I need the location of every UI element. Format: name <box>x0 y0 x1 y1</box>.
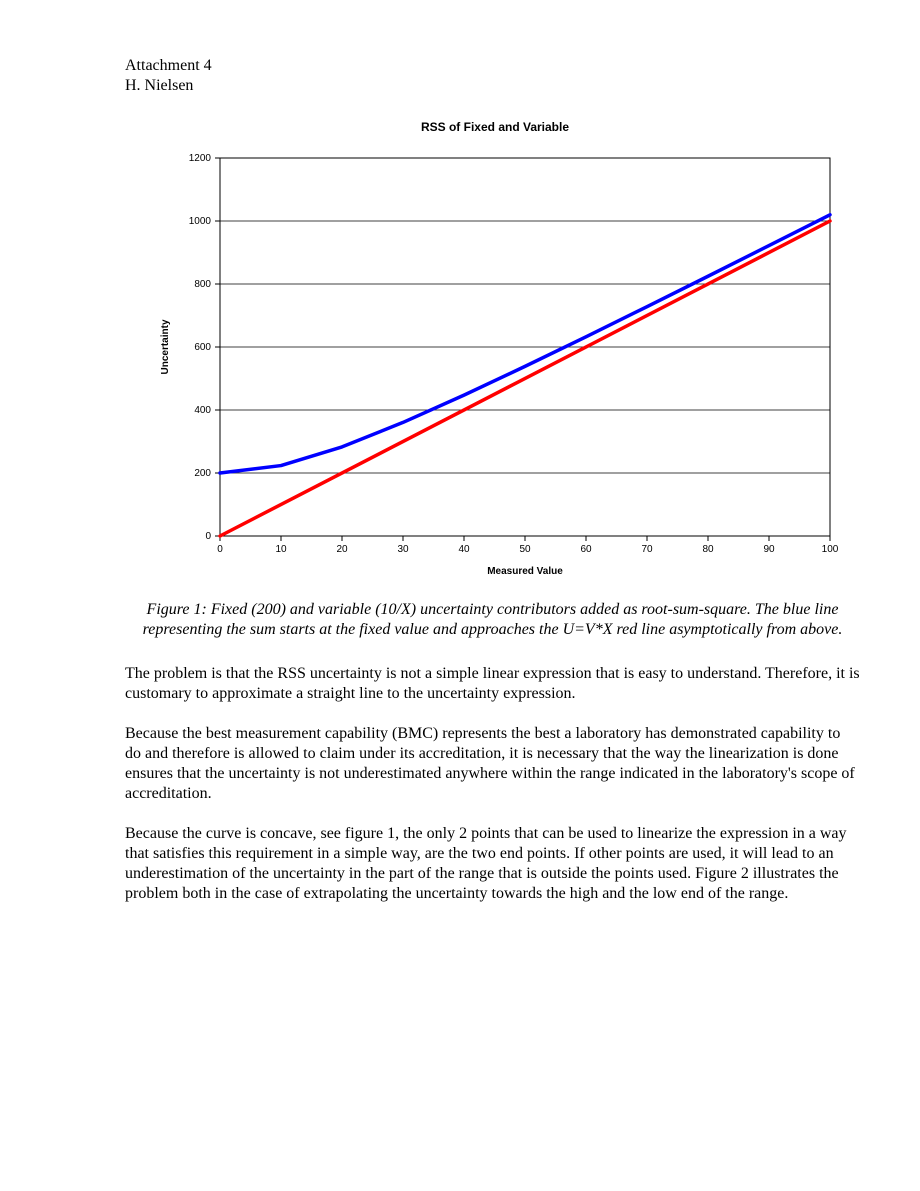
svg-text:70: 70 <box>641 544 653 555</box>
page: Attachment 4 H. Nielsen RSS of Fixed and… <box>0 0 920 1191</box>
svg-text:Measured Value: Measured Value <box>487 566 563 577</box>
svg-text:600: 600 <box>194 342 211 353</box>
svg-text:60: 60 <box>580 544 592 555</box>
svg-text:0: 0 <box>205 531 211 542</box>
svg-text:1200: 1200 <box>189 153 212 164</box>
chart-container: RSS of Fixed and Variable 0 10 20 30 40 50 60 7… <box>150 120 840 582</box>
svg-text:400: 400 <box>194 405 211 416</box>
body-paragraph-2: Because the best measurement capability … <box>125 724 860 804</box>
figure-caption: Figure 1: Fixed (200) and variable (10/X… <box>125 600 860 640</box>
svg-text:50: 50 <box>519 544 531 555</box>
svg-text:30: 30 <box>397 544 409 555</box>
svg-text:200: 200 <box>194 468 211 479</box>
svg-text:90: 90 <box>763 544 775 555</box>
svg-text:1000: 1000 <box>189 216 212 227</box>
svg-text:20: 20 <box>336 544 348 555</box>
svg-text:0: 0 <box>217 544 223 555</box>
svg-text:10: 10 <box>275 544 287 555</box>
body-paragraph-1: The problem is that the RSS uncertainty … <box>125 664 860 704</box>
rss-line-chart: 0102030405060708090100020040060080010001… <box>150 152 840 582</box>
svg-text:80: 80 <box>702 544 714 555</box>
svg-text:100: 100 <box>822 544 839 555</box>
svg-text:800: 800 <box>194 279 211 290</box>
svg-text:40: 40 <box>458 544 470 555</box>
svg-text:Uncertainty: Uncertainty <box>160 319 171 374</box>
chart-title: RSS of Fixed and Variable <box>150 120 840 134</box>
header-line-2: H. Nielsen <box>125 76 860 96</box>
page-header: Attachment 4 H. Nielsen <box>125 56 860 96</box>
body-paragraph-3: Because the curve is concave, see figure… <box>125 824 860 904</box>
header-line-1: Attachment 4 <box>125 56 860 76</box>
